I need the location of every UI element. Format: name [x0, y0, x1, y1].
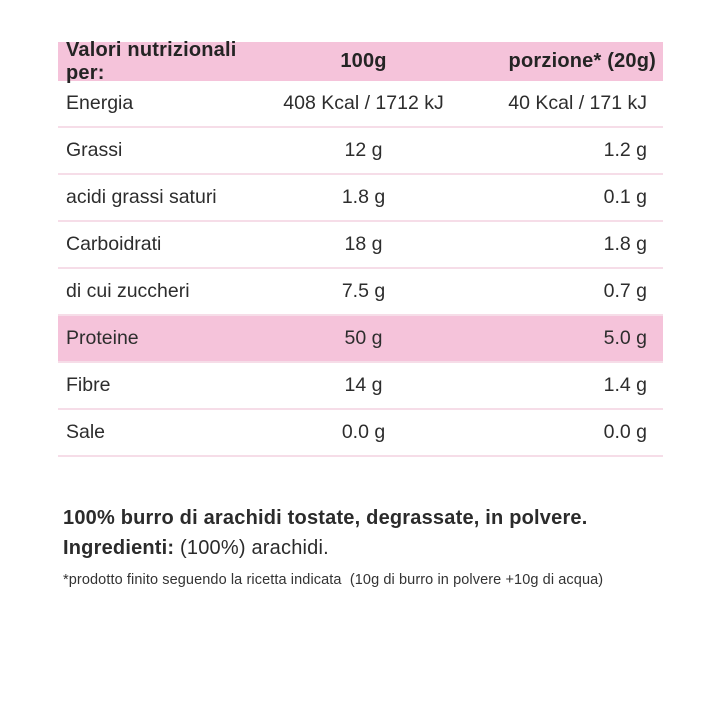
value-per-100g: 50 g: [344, 327, 383, 349]
table-header-row: Valori nutrizionali per: 100g porzione* …: [58, 39, 663, 84]
nutrient-row: Energia 408 Kcal / 1712 kJ 40 Kcal / 171…: [58, 81, 663, 128]
product-description-block: 100% burro di arachidi tostate, degrassa…: [63, 503, 673, 563]
value-per-portion: 0.0 g: [603, 421, 647, 443]
nutrient-label: acidi grassi saturi: [66, 186, 217, 208]
value-per-100g: 0.0 g: [341, 421, 386, 443]
nutrient-label: Fibre: [66, 374, 111, 396]
nutrient-label: Proteine: [66, 327, 139, 349]
nutrient-label: Energia: [66, 92, 134, 114]
nutrient-row: Sale 0.0 g 0.0 g: [58, 410, 663, 457]
ingredients-value: (100%) arachidi.: [174, 537, 329, 559]
nutrient-label: Sale: [66, 421, 106, 443]
nutrient-label: di cui zuccheri: [66, 280, 190, 302]
nutrient-row: di cui zuccheri 7.5 g 0.7 g: [58, 269, 663, 316]
serving-footnote: *prodotto finito seguendo la ricetta ind…: [63, 572, 604, 588]
nutrient-row: Carboidrati 18 g 1.8 g: [58, 222, 663, 269]
nutrient-row: Fibre 14 g 1.4 g: [58, 363, 663, 410]
nutrient-label: Carboidrati: [66, 233, 162, 255]
header-values-per-label: Valori nutrizionali per:: [66, 38, 237, 84]
nutrient-row: acidi grassi saturi 1.8 g 0.1 g: [58, 175, 663, 222]
value-per-portion: 40 Kcal / 171 kJ: [508, 92, 647, 114]
value-per-100g: 408 Kcal / 1712 kJ: [283, 92, 444, 114]
description-line: 100% burro di arachidi tostate, degrassa…: [63, 507, 588, 529]
header-col-portion: porzione* (20g): [508, 50, 656, 72]
nutrient-row: Proteine 50 g 5.0 g: [58, 316, 663, 363]
table-body: Energia 408 Kcal / 1712 kJ 40 Kcal / 171…: [58, 81, 663, 457]
value-per-portion: 0.7 g: [603, 280, 647, 302]
value-per-portion: 0.1 g: [603, 186, 647, 208]
nutrient-label: Grassi: [66, 139, 123, 161]
nutrient-row: Grassi 12 g 1.2 g: [58, 128, 663, 175]
value-per-100g: 14 g: [344, 374, 383, 396]
value-per-100g: 18 g: [344, 233, 383, 255]
ingredients-label: Ingredienti:: [63, 537, 175, 559]
value-per-portion: 1.2 g: [603, 139, 647, 161]
nutrition-table: Valori nutrizionali per: 100g porzione* …: [58, 39, 663, 457]
header-col-100g: 100g: [340, 50, 387, 72]
value-per-portion: 1.4 g: [603, 374, 647, 396]
value-per-100g: 1.8 g: [341, 186, 386, 208]
value-per-100g: 12 g: [344, 139, 383, 161]
value-per-portion: 1.8 g: [603, 233, 647, 255]
value-per-portion: 5.0 g: [603, 327, 647, 349]
value-per-100g: 7.5 g: [341, 280, 386, 302]
ingredients-line: Ingredienti: (100%) arachidi.: [63, 533, 673, 563]
